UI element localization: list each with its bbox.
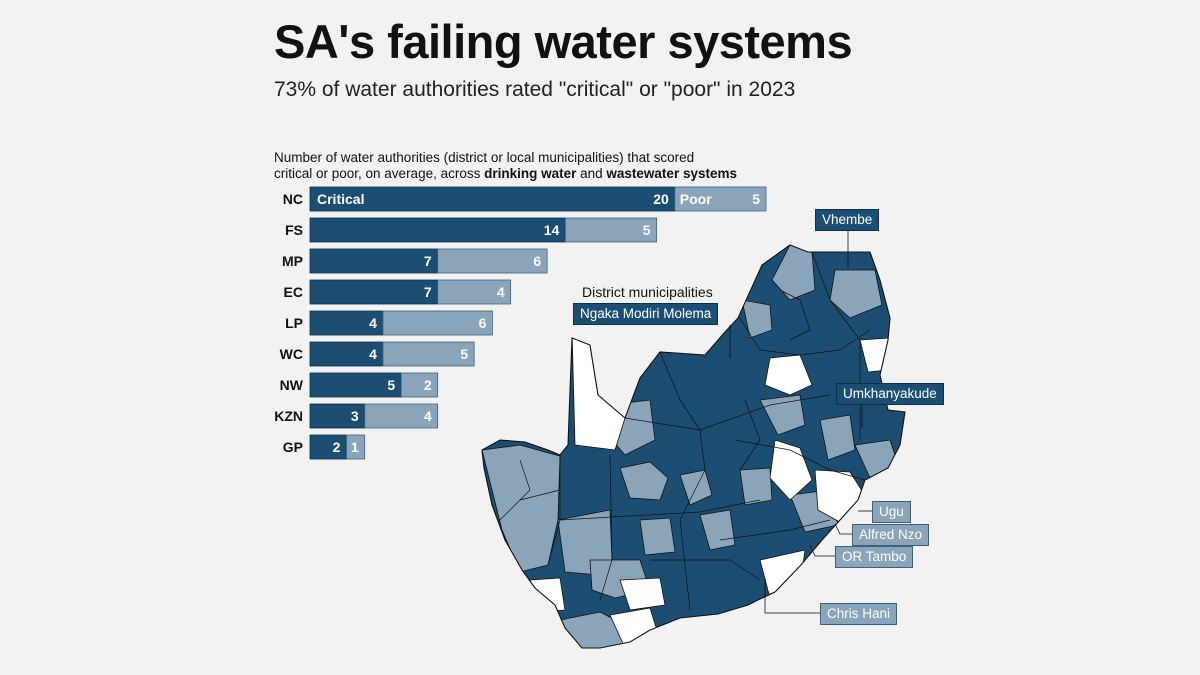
value-label-poor-ec: 4 [497,284,505,300]
callout-leaders [729,228,872,614]
category-label-gp: GP [283,439,303,455]
category-label-nc: NC [283,191,303,207]
bar-critical-kzn [309,403,366,429]
callout-alfred-nzo: Alfred Nzo [852,524,930,546]
value-label-poor-lp: 6 [479,315,487,331]
map-region-poor [619,461,669,501]
map-outline [481,244,906,649]
map-region-poor [741,299,773,339]
bar-poor-fs [564,217,657,243]
value-label-poor-nw: 2 [424,377,432,393]
map-region-other [571,329,626,451]
map-region-other [769,439,813,501]
legend-poor: Poor [680,191,712,207]
value-label-critical-mp: 7 [424,253,432,269]
bar-poor-kzn [364,403,439,429]
chart-title: SA's failing water systems [274,15,853,68]
chart-note-line2: critical or poor, on average, across [274,166,485,181]
category-label-mp: MP [282,253,303,269]
callout-umkhanyakude: Umkhanyakude [836,383,944,405]
bar-critical-mp [309,248,439,274]
bar-poor-lp [382,310,493,336]
chart-note-line1: Number of water authorities (district or… [274,150,695,165]
bar-poor-nc [674,186,767,212]
value-label-critical-fs: 14 [544,222,560,238]
callout-vhembe: Vhembe [815,209,880,231]
value-label-critical-kzn: 3 [351,408,359,424]
chart-note: Number of water authorities (district or… [274,150,834,182]
chart-note-bold-drinking: drinking water [484,166,577,181]
map-region-other [764,354,813,396]
map-region-poor [829,269,883,319]
value-label-poor-nc: 5 [752,191,760,207]
callout-or-tambo: OR Tambo [835,546,914,568]
callout-ugu: Ugu [872,501,911,523]
bar-critical-wc [309,341,384,367]
chart-note-joiner: and [576,166,607,181]
bar-poor-wc [382,341,475,367]
category-label-lp: LP [285,315,303,331]
value-label-critical-lp: 4 [369,315,377,331]
callout-ngaka-modiri-molema: Ngaka Modiri Molema [573,303,719,325]
value-label-critical-ec: 7 [424,284,432,300]
bar-critical-ec [309,279,439,305]
map-region-poor [699,509,736,551]
leader-chris-hani [764,578,822,614]
map-heading: District municipalities [582,284,713,300]
value-label-critical-wc: 4 [369,346,377,362]
value-label-critical-nc: 20 [653,191,669,207]
map-region-poor [639,517,676,556]
chart-note-bold-wastewater: wastewater systems [606,166,737,181]
value-label-poor-fs: 5 [643,222,651,238]
bar-poor-nw [400,372,439,398]
bar-poor-ec [437,279,512,305]
leader-or-tambo [809,544,838,557]
category-label-wc: WC [280,346,303,362]
map-region-poor [819,414,856,461]
category-label-kzn: KZN [274,408,303,424]
bar-critical-gp [309,434,347,460]
value-label-critical-nw: 5 [387,377,395,393]
map-region-other [529,577,566,613]
bar-poor-mp [437,248,548,274]
value-label-poor-kzn: 4 [424,408,432,424]
category-label-nw: NW [280,377,304,393]
map-region-poor [739,467,773,506]
legend-critical: Critical [317,191,364,207]
bar-critical-fs [309,217,566,243]
value-label-poor-wc: 5 [460,346,468,362]
value-label-critical-gp: 2 [333,439,341,455]
callout-chris-hani: Chris Hani [820,603,898,625]
category-label-ec: EC [284,284,303,300]
value-label-poor-gp: 1 [351,439,359,455]
bar-poor-gp [346,434,366,460]
bar-critical-nw [309,372,402,398]
chart-subtitle: 73% of water authorities rated "critical… [274,78,796,101]
map-region-other [619,577,666,611]
value-label-poor-mp: 6 [533,253,541,269]
category-label-fs: FS [285,222,303,238]
